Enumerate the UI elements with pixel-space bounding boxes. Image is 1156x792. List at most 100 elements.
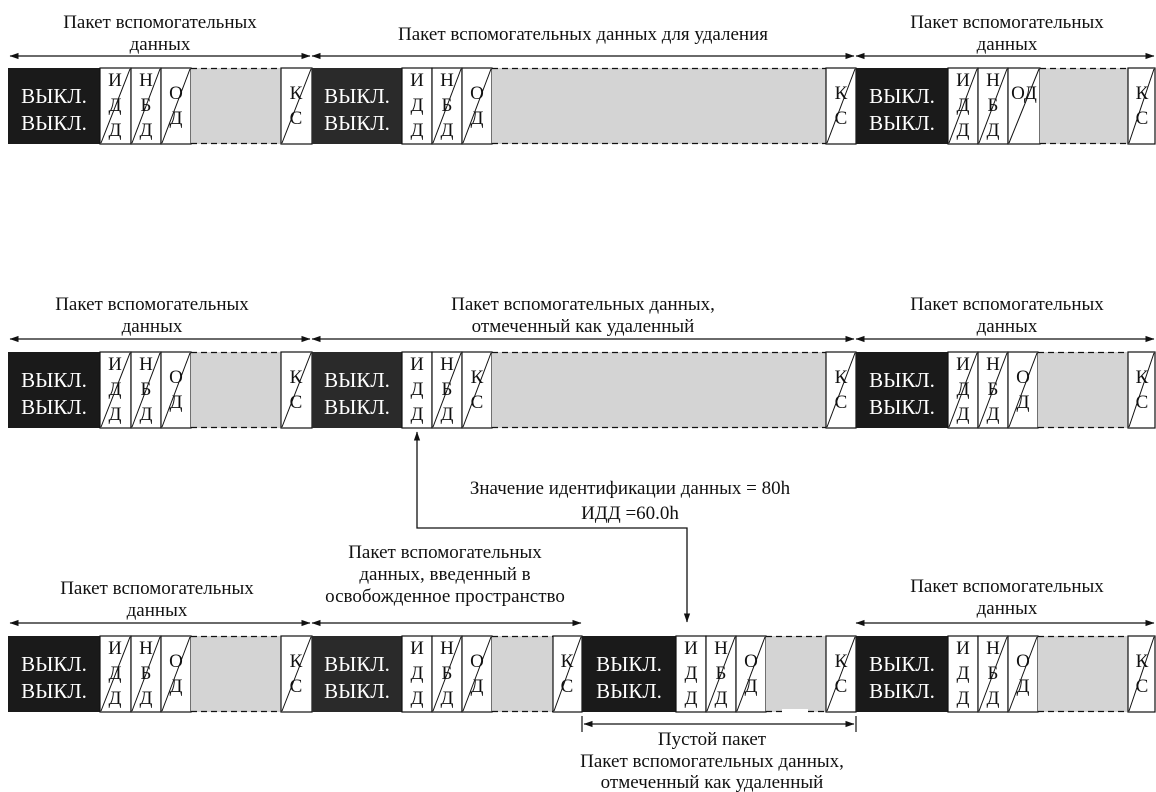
svg-text:К: К [561, 651, 574, 672]
row1-a-sdid-cell: Н Б Д [130, 67, 162, 145]
svg-text:Б: Б [442, 379, 453, 400]
svg-text:С: С [835, 676, 848, 697]
row2-c-checksum-cell: К С [1127, 351, 1156, 429]
svg-text:С: С [1136, 392, 1149, 413]
svg-text:Н: Н [714, 638, 728, 659]
svg-text:Д: Д [471, 676, 484, 697]
svg-text:О: О [744, 651, 758, 672]
svg-text:Д: Д [109, 120, 122, 141]
svg-text:Д: Д [987, 120, 1000, 141]
row3-b-off-2: ВЫКЛ. [324, 679, 390, 703]
svg-text:Д: Д [957, 688, 970, 709]
row2-b-off-2: ВЫКЛ. [324, 395, 390, 419]
svg-text:С: С [290, 392, 303, 413]
row2-b-sdid-cell: Н Б Д [431, 351, 463, 429]
row3-c-dc-cell: О Д [735, 635, 767, 713]
row2-b-off-1: ВЫКЛ. [324, 368, 390, 392]
svg-text:Д: Д [109, 95, 122, 116]
svg-text:О: О [1016, 651, 1030, 672]
empty-packet-desc-line2: отмеченный как удаленный [601, 772, 824, 792]
row2-a-header-block [8, 352, 100, 428]
svg-text:С: С [1136, 676, 1149, 697]
svg-text:К: К [290, 83, 303, 104]
svg-text:К: К [471, 367, 484, 388]
row3-b-sdid-cell: Н Б Д [431, 635, 463, 713]
svg-text:Б: Б [988, 663, 999, 684]
row3-c-user-data [766, 635, 826, 715]
row3-packet-b-label-line3: освобожденное пространство [325, 586, 565, 607]
row1-c-off-2: ВЫКЛ. [869, 111, 935, 135]
svg-text:О: О [169, 367, 183, 388]
row3-packet-a-label-line2: данных [127, 600, 188, 621]
svg-text:К: К [290, 651, 303, 672]
svg-text:Д: Д [1017, 676, 1030, 697]
svg-text:Д: Д [411, 663, 424, 684]
svg-text:Д: Д [441, 404, 454, 425]
row2-c-user-data [1038, 351, 1128, 429]
svg-text:О: О [169, 83, 183, 104]
row2-a-dc-cell: О Д [160, 351, 192, 429]
row3-b-dc-cell: О Д [461, 635, 493, 713]
svg-text:И: И [956, 70, 970, 91]
row3-a-off-2: ВЫКЛ. [21, 679, 87, 703]
row2-c-dc-cell: О Д [1007, 351, 1039, 429]
svg-text:Д: Д [109, 663, 122, 684]
row1-c-dc-cell: ОД [1007, 67, 1041, 145]
row1-c-checksum-cell: К С [1127, 67, 1156, 145]
svg-text:Н: Н [139, 70, 153, 91]
row2-packet-a-label-line1: Пакет вспомогательных [55, 294, 249, 315]
row3-labels: Пакет вспомогательных данных Пакет вспом… [9, 542, 1155, 627]
row3-d-header-block [856, 636, 948, 712]
row2-packet-a-label-line2: данных [122, 316, 183, 337]
svg-text:К: К [1136, 83, 1149, 104]
row2-a-off-2: ВЫКЛ. [21, 395, 87, 419]
row1-c-off-1: ВЫКЛ. [869, 84, 935, 108]
row1-a-off-2: ВЫКЛ. [21, 111, 87, 135]
row2-labels: Пакет вспомогательных данных Пакет вспом… [9, 294, 1155, 343]
svg-text:Б: Б [988, 379, 999, 400]
row2-a-checksum-cell: К С [280, 351, 313, 429]
row2-packet-c-label-line1: Пакет вспомогательных [910, 294, 1104, 315]
row2-strip: ВЫКЛ. ВЫКЛ. И Д Д Н Б Д О Д [8, 351, 1156, 429]
svg-text:К: К [835, 651, 848, 672]
row3-b-did-cell: И Д Д [401, 635, 433, 713]
row2-a-sdid-cell: Н Б Д [130, 351, 162, 429]
svg-text:Д: Д [441, 688, 454, 709]
row3-packet-a-label-line1: Пакет вспомогательных [60, 578, 254, 599]
row1-b-sdid-cell: Н Б Д [431, 67, 463, 145]
empty-packet-label: Пустой пакет [658, 729, 767, 750]
did-value-note: Значение идентификации данных = 80h [470, 478, 791, 499]
svg-text:Д: Д [170, 676, 183, 697]
row1-b-off-2: ВЫКЛ. [324, 111, 390, 135]
row3-c-off-1: ВЫКЛ. [596, 652, 662, 676]
row1-b-did-cell: И Д Д [401, 67, 433, 145]
row3-a-header-block [8, 636, 100, 712]
svg-text:Н: Н [440, 638, 454, 659]
svg-text:О: О [169, 651, 183, 672]
row3-d-user-data [1038, 635, 1128, 713]
row2-c-off-1: ВЫКЛ. [869, 368, 935, 392]
empty-packet-annotation: Пустой пакет Пакет вспомогательных данны… [580, 716, 857, 792]
row1-packet-b-label: Пакет вспомогательных данных для удалени… [398, 24, 768, 45]
svg-text:И: И [108, 70, 122, 91]
row1-strip: ВЫКЛ. ВЫКЛ. И Д Д Н Б Д О Д [8, 67, 1156, 145]
svg-text:И: И [410, 70, 424, 91]
row3-a-sdid-cell: Н Б Д [130, 635, 162, 713]
svg-text:С: С [471, 392, 484, 413]
svg-text:Б: Б [141, 379, 152, 400]
svg-text:С: С [1136, 108, 1149, 129]
row2-b-user-data [492, 351, 826, 429]
row3-packet-d-label-line1: Пакет вспомогательных [910, 576, 1104, 597]
svg-text:И: И [410, 638, 424, 659]
svg-text:Д: Д [170, 108, 183, 129]
svg-text:И: И [956, 354, 970, 375]
row1-b-header-block [312, 68, 402, 144]
svg-text:Д: Д [987, 688, 1000, 709]
row3-c-sdid-cell: Н Б Д [705, 635, 737, 713]
svg-text:Н: Н [986, 70, 1000, 91]
svg-text:Д: Д [411, 95, 424, 116]
svg-text:Д: Д [411, 120, 424, 141]
svg-text:Н: Н [139, 354, 153, 375]
svg-text:Н: Н [440, 354, 454, 375]
svg-text:К: К [835, 83, 848, 104]
